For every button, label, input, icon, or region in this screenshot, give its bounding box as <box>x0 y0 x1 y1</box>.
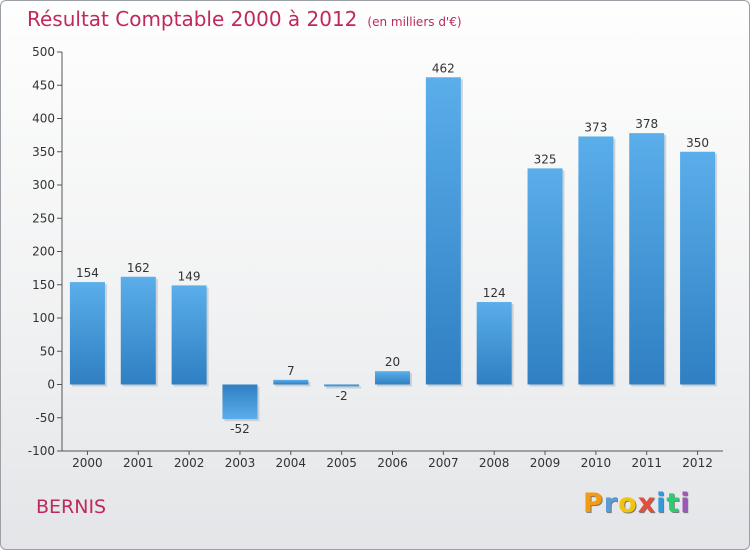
data-label: 325 <box>534 152 557 166</box>
x-tick-label: 2011 <box>631 456 662 470</box>
logo-letter: x <box>637 488 657 519</box>
x-tick-label: 2000 <box>72 456 103 470</box>
data-label: 162 <box>127 261 150 275</box>
bar-2002 <box>171 285 207 385</box>
x-tick-label: 2012 <box>682 456 713 470</box>
y-tick-label: 400 <box>32 112 55 126</box>
x-tick-label: 2007 <box>428 456 459 470</box>
bar-2001 <box>120 276 156 385</box>
bars <box>69 77 718 422</box>
logo-letter: o <box>618 488 638 519</box>
y-tick-label: 500 <box>32 45 55 59</box>
bar-2008 <box>476 302 512 385</box>
x-tick-label: 2009 <box>530 456 561 470</box>
chart-title-text: Résultat Comptable 2000 à 2012 <box>27 7 358 31</box>
logo-letter: P <box>583 488 604 519</box>
data-label: 20 <box>385 355 400 369</box>
logo-letter: i <box>656 488 667 519</box>
y-tick-label: 200 <box>32 245 55 259</box>
x-tick-label: 2003 <box>225 456 256 470</box>
data-label: 373 <box>584 120 607 134</box>
y-tick-label: 50 <box>40 344 55 358</box>
data-label: 154 <box>76 266 99 280</box>
x-tick-label: 2010 <box>581 456 612 470</box>
logo-letter: i <box>680 488 691 519</box>
chart-subtitle: (en milliers d'€) <box>367 15 462 29</box>
data-label: 7 <box>287 364 295 378</box>
x-tick-label: 2006 <box>377 456 408 470</box>
proxiti-logo: Proxiti <box>583 488 691 519</box>
bar-2004 <box>273 379 309 385</box>
axes: -100 -50 0 50 100 150 200 250 300 350 400 450 500 200… <box>28 45 723 470</box>
data-label: 378 <box>635 117 658 131</box>
bar-shadow <box>326 386 362 389</box>
bar-2009 <box>527 168 563 385</box>
bar-2003 <box>222 384 258 420</box>
data-labels: 154 162 149 -52 7 -2 20 462 124 325 373 378 350 <box>76 61 709 436</box>
city-name: BERNIS <box>36 496 107 518</box>
logo-letter: t <box>666 488 681 519</box>
y-tick-label: 150 <box>32 278 55 292</box>
data-label: -52 <box>230 422 250 436</box>
x-tick-label: 2008 <box>479 456 510 470</box>
y-tick-label: 350 <box>32 145 55 159</box>
y-tick-label: -50 <box>35 411 55 425</box>
y-tick-label: 300 <box>32 178 55 192</box>
x-tick-label: 2005 <box>326 456 357 470</box>
x-tick-label: 2004 <box>276 456 307 470</box>
x-tick-label: 2001 <box>123 456 154 470</box>
data-label: -2 <box>336 389 348 403</box>
bar-2000 <box>69 282 105 385</box>
data-label: 149 <box>178 269 201 283</box>
x-tick-label: 2002 <box>174 456 205 470</box>
logo-letter: r <box>603 488 619 519</box>
data-label: 124 <box>483 286 506 300</box>
data-label: 350 <box>686 136 709 150</box>
bar-2006 <box>375 371 410 385</box>
y-tick-label: 250 <box>32 211 55 225</box>
bar-2007 <box>425 77 461 385</box>
bar-2012 <box>680 151 716 385</box>
y-tick-label: 450 <box>32 78 55 92</box>
chart-title: Résultat Comptable 2000 à 2012 (en millie… <box>27 7 462 31</box>
y-tick-label: 0 <box>47 378 55 392</box>
data-label: 462 <box>432 61 455 75</box>
bar-2010 <box>578 136 614 385</box>
bar-2011 <box>629 133 665 385</box>
bar-2005 <box>324 384 360 387</box>
y-tick-label: 100 <box>32 311 55 325</box>
y-tick-label: -100 <box>28 444 55 458</box>
